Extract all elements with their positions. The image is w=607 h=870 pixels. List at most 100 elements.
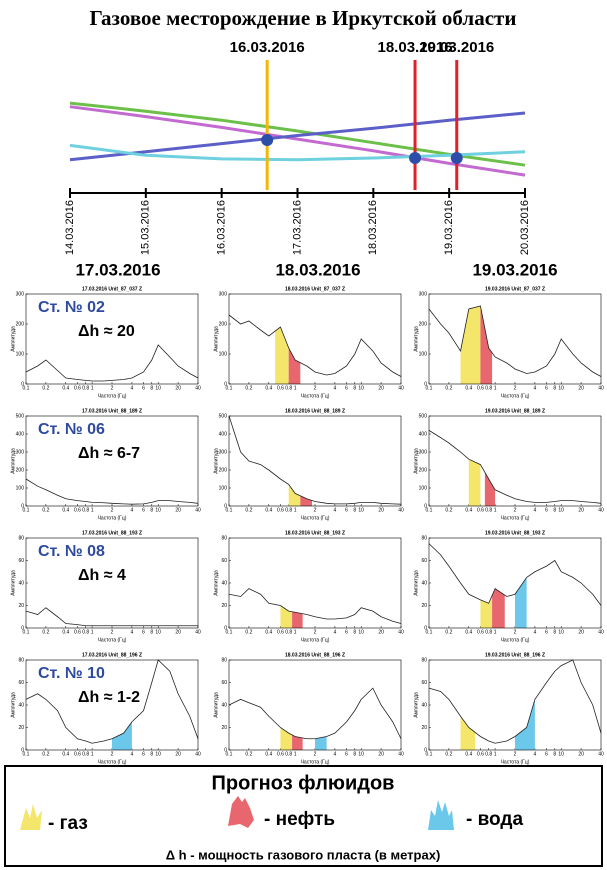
x-tick-label: 0.1	[23, 629, 30, 635]
x-tick-label: 8	[150, 507, 153, 513]
y-axis-label: Амплитуда	[213, 692, 219, 718]
x-tick-label: 0.8	[82, 507, 89, 513]
title: Газовое месторождение в Иркутской област…	[90, 6, 517, 30]
panel-frame	[228, 293, 402, 385]
x-tick-label: 6	[545, 507, 548, 513]
x-tick-label: 0.2	[245, 507, 252, 513]
x-tick-label: 0.6	[477, 385, 484, 391]
x-tick-label: 2	[514, 751, 517, 757]
x-tick-label: 10	[558, 629, 564, 635]
panel-frame	[228, 537, 402, 629]
x-tick-label: 6	[545, 385, 548, 391]
legend-item: - вода	[466, 809, 523, 830]
x-tick-label: 20	[378, 629, 384, 635]
x-tick-label: 1	[494, 751, 497, 757]
x-tick-label: 0.6	[74, 507, 81, 513]
x-tick-label: 0.1	[226, 385, 233, 391]
x-tick-label: 0.8	[485, 751, 492, 757]
x-tick-label: 0.4	[265, 507, 272, 513]
y-tick-label: 0	[224, 381, 227, 387]
x-tick-label: 17.03.2016	[291, 200, 303, 255]
x-tick-label: 0.8	[82, 751, 89, 757]
thickness-label: Δh ≈ 4	[78, 567, 126, 584]
y-tick-label: 500	[419, 413, 428, 419]
intersection-point	[409, 152, 422, 164]
x-tick-label: 8	[353, 507, 356, 513]
x-axis-label: Частота (Гц)	[501, 637, 530, 643]
y-tick-label: 400	[419, 431, 428, 437]
fluid-region	[315, 736, 327, 750]
x-tick-label: 1	[294, 507, 297, 513]
y-tick-label: 60	[221, 558, 227, 564]
x-tick-label: 8	[353, 385, 356, 391]
x-tick-label: 4	[131, 385, 134, 391]
x-tick-label: 4	[334, 507, 337, 513]
fluid-region	[280, 605, 293, 628]
panel-frame	[25, 293, 199, 385]
x-tick-label: 2	[111, 629, 114, 635]
thickness-label: Δh ≈ 6-7	[78, 445, 140, 462]
x-tick-label: 1	[294, 751, 297, 757]
x-tick-label: 8	[553, 629, 556, 635]
x-axis-label: Частота (Гц)	[301, 393, 330, 399]
x-tick-label: 6	[142, 385, 145, 391]
x-tick-label: 6	[345, 629, 348, 635]
x-tick-label: 1	[494, 385, 497, 391]
spectrum-line	[428, 659, 602, 744]
legend-note: Δ h - мощность газового пласта (в метрах…	[166, 847, 441, 862]
x-tick-label: 0.1	[426, 751, 433, 757]
y-tick-label: 80	[18, 535, 24, 541]
x-tick-label: 4	[334, 629, 337, 635]
y-axis-label: Амплитуда	[10, 570, 16, 596]
x-tick-label: 0.4	[62, 751, 69, 757]
x-tick-label: 0.1	[426, 507, 433, 513]
x-tick-label: 0.2	[42, 751, 49, 757]
x-tick-label: 20	[378, 507, 384, 513]
y-tick-label: 20	[221, 603, 227, 609]
legend-item: - газ	[48, 813, 88, 834]
y-tick-label: 100	[419, 485, 428, 491]
x-tick-label: 2	[514, 629, 517, 635]
x-tick-label: 40	[398, 751, 404, 757]
panel-frame	[428, 293, 602, 385]
x-tick-label: 0.4	[265, 629, 272, 635]
fluid-region	[480, 595, 493, 628]
y-tick-label: 200	[219, 321, 228, 327]
panel-title: 17.03.2016 Unit_87_037 Z	[82, 286, 142, 292]
x-tick-label: 19.03.2016	[443, 200, 455, 255]
spectrum-line	[228, 588, 402, 624]
x-tick-label: 0.2	[42, 629, 49, 635]
y-tick-label: 200	[16, 321, 25, 327]
x-tick-label: 1	[91, 385, 94, 391]
x-tick-label: 6	[142, 507, 145, 513]
marker-label: 18.03.2016	[378, 39, 453, 56]
fluid-region	[288, 348, 301, 384]
fluid-region	[484, 472, 496, 506]
y-tick-label: 200	[16, 467, 25, 473]
series-line	[69, 105, 526, 177]
x-tick-label: 0.6	[74, 385, 81, 391]
y-tick-label: 60	[421, 680, 427, 686]
x-tick-label: 1	[91, 629, 94, 635]
column-header: 17.03.2016	[75, 260, 160, 279]
x-tick-label: 0.4	[265, 751, 272, 757]
x-axis-label: Частота (Гц)	[98, 393, 127, 399]
y-tick-label: 0	[21, 503, 24, 509]
y-tick-label: 40	[221, 702, 227, 708]
panel-frame	[25, 415, 199, 507]
x-tick-label: 0.1	[23, 751, 30, 757]
x-tick-label: 4	[534, 507, 537, 513]
station-label: Ст. № 02	[38, 299, 105, 316]
x-tick-label: 6	[545, 751, 548, 757]
x-tick-label: 0.6	[74, 629, 81, 635]
spectrum-line	[25, 607, 198, 627]
x-tick-label: 4	[534, 751, 537, 757]
y-tick-label: 40	[221, 580, 227, 586]
x-tick-label: 15.03.2016	[140, 200, 152, 255]
x-tick-label: 40	[195, 751, 201, 757]
x-tick-label: 10	[155, 629, 161, 635]
y-tick-label: 80	[421, 657, 427, 663]
legend-box	[4, 765, 603, 867]
x-tick-label: 2	[111, 507, 114, 513]
